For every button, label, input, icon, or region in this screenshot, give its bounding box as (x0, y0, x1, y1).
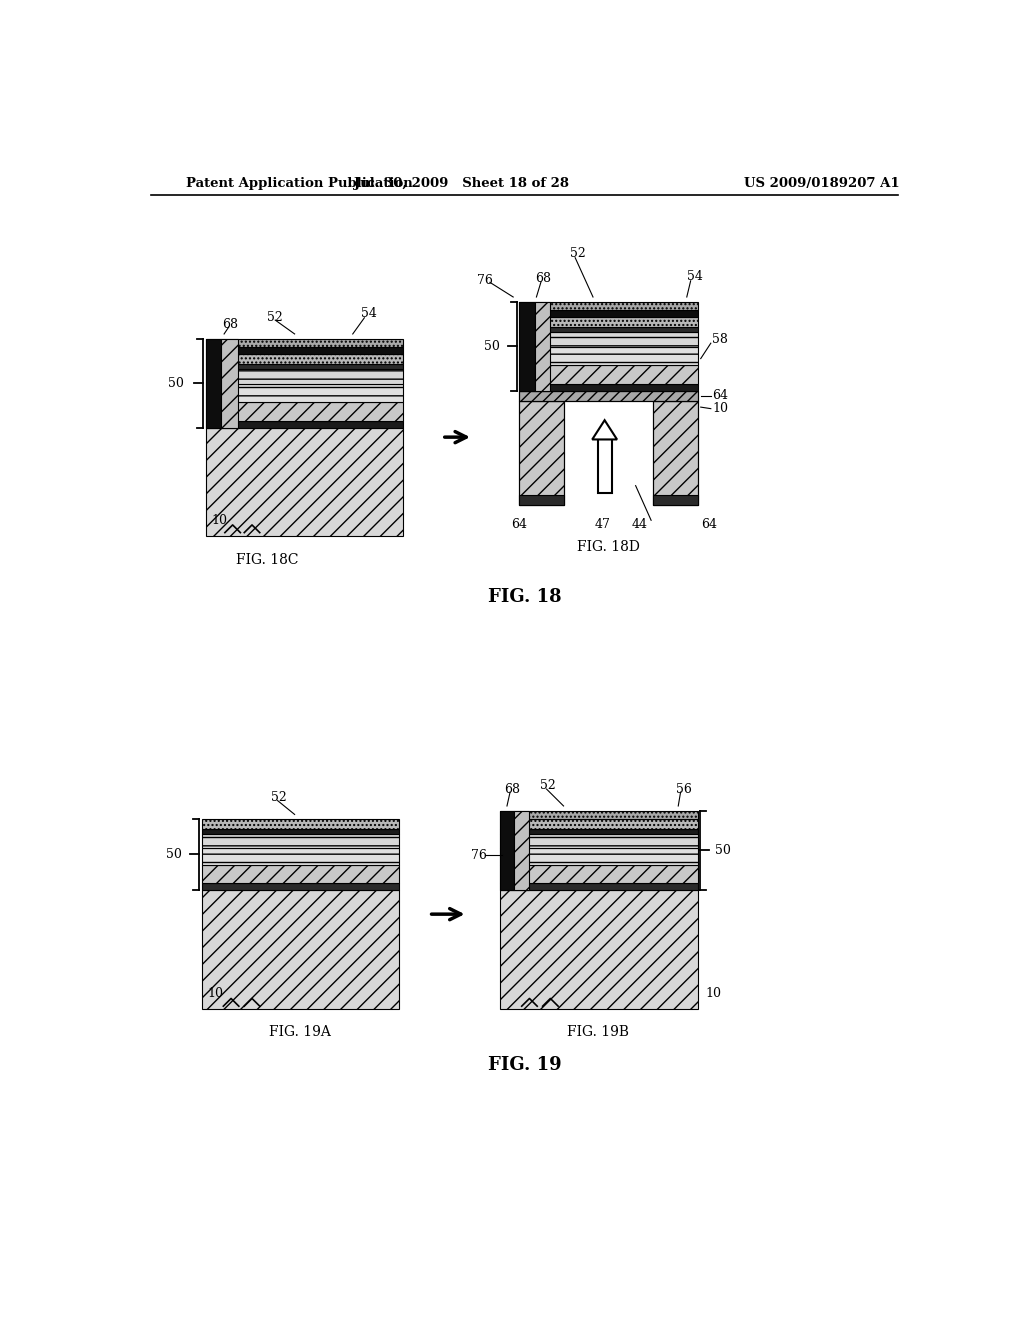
Bar (202, 883, 399, 890)
Text: 64: 64 (713, 389, 728, 403)
Text: 54: 54 (687, 271, 702, 284)
Bar (206, 339, 221, 428)
Bar (202, 849, 399, 866)
Bar (206, 339, 403, 347)
Bar (535, 302, 550, 391)
Bar (519, 384, 698, 391)
Bar (514, 810, 529, 890)
Bar (500, 834, 697, 849)
Text: FIG. 18C: FIG. 18C (237, 553, 299, 568)
Text: 76: 76 (471, 849, 486, 862)
Text: 68: 68 (222, 318, 239, 331)
Text: 52: 52 (267, 310, 284, 323)
Bar (206, 401, 403, 421)
Text: 52: 52 (569, 247, 586, 260)
Bar (519, 347, 698, 364)
Bar (519, 401, 564, 506)
Bar (653, 401, 698, 506)
Bar (519, 391, 698, 401)
Bar (519, 317, 698, 327)
Bar (202, 834, 399, 849)
Bar (653, 495, 698, 506)
Bar (206, 368, 403, 384)
Text: 56: 56 (676, 783, 692, 796)
Bar (206, 428, 403, 536)
Bar (500, 810, 697, 818)
Bar (519, 310, 698, 317)
Bar (221, 339, 238, 428)
Bar (519, 391, 698, 401)
Text: 64: 64 (700, 517, 717, 531)
Text: 52: 52 (541, 779, 556, 792)
Text: 52: 52 (271, 791, 287, 804)
Text: 10: 10 (706, 987, 721, 1001)
Text: 68: 68 (535, 272, 551, 285)
Text: FIG. 19A: FIG. 19A (269, 1026, 331, 1039)
Bar (206, 347, 403, 354)
Text: FIG. 19: FIG. 19 (488, 1056, 561, 1073)
Text: 76: 76 (477, 273, 493, 286)
Text: 54: 54 (360, 308, 377, 321)
Bar (500, 818, 697, 829)
Bar (202, 818, 399, 829)
Bar (206, 421, 403, 428)
Bar (206, 364, 403, 368)
Text: Jul. 30, 2009   Sheet 18 of 28: Jul. 30, 2009 Sheet 18 of 28 (353, 177, 568, 190)
Text: 68: 68 (504, 783, 520, 796)
Bar (653, 401, 698, 506)
Text: 44: 44 (632, 517, 648, 531)
Text: 58: 58 (713, 333, 728, 346)
Bar (519, 331, 698, 347)
Bar (202, 829, 399, 834)
Text: 10: 10 (208, 987, 224, 1001)
Bar (519, 364, 698, 384)
Bar (519, 495, 564, 506)
Text: 50: 50 (168, 376, 184, 389)
Bar (500, 866, 697, 883)
Bar (202, 866, 399, 883)
Text: 10: 10 (212, 513, 227, 527)
Polygon shape (592, 420, 617, 440)
Text: 50: 50 (715, 843, 730, 857)
Bar (519, 327, 698, 331)
Text: 10: 10 (713, 403, 728, 416)
Bar (500, 883, 697, 890)
Bar (519, 302, 698, 310)
Bar (598, 440, 611, 494)
Text: 64: 64 (512, 517, 527, 531)
Bar (202, 890, 399, 1010)
Bar (500, 890, 697, 1010)
Text: US 2009/0189207 A1: US 2009/0189207 A1 (743, 177, 899, 190)
Bar (206, 354, 403, 364)
Text: FIG. 19B: FIG. 19B (567, 1026, 630, 1039)
Bar (519, 401, 564, 506)
Bar (519, 302, 535, 391)
Text: 47: 47 (595, 517, 610, 531)
Text: 50: 50 (166, 847, 181, 861)
Bar (500, 810, 514, 890)
Bar (500, 849, 697, 866)
Text: Patent Application Publication: Patent Application Publication (186, 177, 413, 190)
Bar (500, 829, 697, 834)
Text: FIG. 18: FIG. 18 (488, 589, 561, 606)
Text: 50: 50 (484, 339, 500, 352)
Bar (206, 384, 403, 401)
Text: FIG. 18D: FIG. 18D (578, 540, 640, 554)
